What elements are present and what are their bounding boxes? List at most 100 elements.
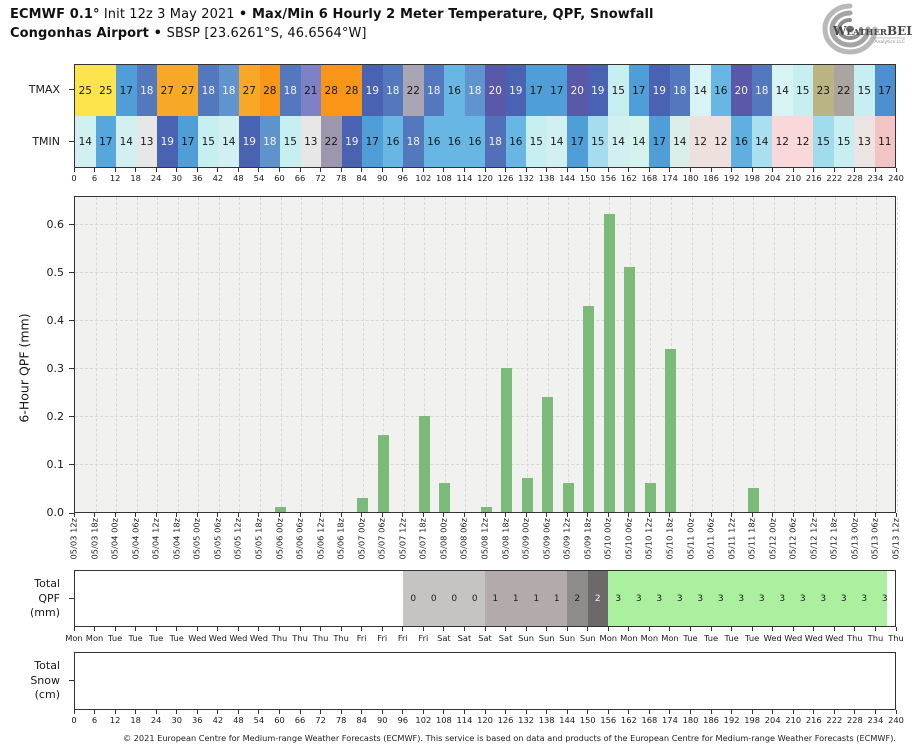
- tmin-cell: 13: [136, 116, 157, 167]
- total-qpf-cell: 3: [649, 571, 670, 626]
- total-qpf-tick: [94, 627, 96, 631]
- total-qpf-cell: [95, 571, 116, 626]
- day-label: Sun: [559, 633, 576, 643]
- total-qpf-cell: [280, 571, 301, 626]
- bottom-hour-label: 222: [826, 715, 843, 725]
- tmax-cell: 27: [239, 65, 260, 116]
- total-qpf-tick: [874, 627, 876, 631]
- tmin-cell: 12: [772, 116, 793, 167]
- temp-axis-tick: [710, 168, 712, 172]
- qpf-x-tick: [690, 513, 691, 517]
- total-qpf-cell: 1: [485, 571, 506, 626]
- qpf-bar: [501, 368, 513, 512]
- total-qpf-cell: 0: [403, 571, 424, 626]
- bottom-hour-label: 186: [703, 715, 719, 725]
- temp-axis-tick: [381, 168, 383, 172]
- tmax-cell: 15: [608, 65, 629, 116]
- total-qpf-tick: [669, 627, 671, 631]
- station-coords: SBSP [23.6261°S, 46.6564°W]: [166, 26, 367, 41]
- tmax-cell: 18: [382, 65, 403, 116]
- tmax-cell: 27: [157, 65, 178, 116]
- total-qpf-cell: [239, 571, 260, 626]
- tmax-cell: 28: [321, 65, 342, 116]
- qpf-x-tick: [731, 513, 733, 517]
- qpf-bar: [357, 498, 369, 512]
- temp-hour-label: 180: [682, 173, 699, 183]
- total-qpf-tick: [114, 627, 116, 631]
- total-qpf-tick: [237, 627, 239, 631]
- tmin-cell: 14: [669, 116, 690, 167]
- qpf-bar: [480, 507, 492, 512]
- bottom-hour-label: 84: [356, 715, 367, 725]
- total-qpf-cell: 3: [833, 571, 854, 626]
- day-label: Sat: [498, 633, 513, 643]
- qpf-x-tick: [320, 513, 322, 517]
- day-label: Tue: [745, 633, 760, 643]
- tmin-cell: 17: [95, 116, 116, 167]
- total-qpf-tick: [607, 627, 609, 631]
- h-gridline: [75, 463, 895, 465]
- v-gridline: [465, 197, 467, 512]
- day-label: Sat: [478, 633, 492, 643]
- tmax-cell: 18: [423, 65, 444, 116]
- day-label: Thu: [333, 633, 349, 643]
- total-qpf-tick: [587, 627, 589, 631]
- total-snow-tick: [690, 710, 691, 714]
- tmax-row: 25 25 17 18 27 27 18 18 27 28 18 21 28 28 19 18 22 18 16 18…: [75, 65, 895, 116]
- v-gridline: [157, 197, 159, 512]
- temp-hour-label: 228: [846, 173, 863, 183]
- bottom-hour-label: 120: [477, 715, 493, 725]
- v-gridline: [486, 197, 487, 512]
- total-qpf-cell: [116, 571, 137, 626]
- tmax-cell: 14: [772, 65, 793, 116]
- temp-axis-tick: [237, 168, 239, 172]
- bottom-hour-label: 192: [723, 715, 740, 725]
- total-qpf-cell: 0: [464, 571, 485, 626]
- total-qpf-tick: [73, 627, 75, 631]
- logo-analytics-text: Analytics LLC: [874, 39, 905, 45]
- tmin-cell: 19: [341, 116, 362, 167]
- temp-hour-label: 132: [518, 173, 535, 183]
- total-snow-tick: [114, 710, 116, 714]
- tmin-cell: 14: [218, 116, 239, 167]
- tmin-cell: 18: [403, 116, 424, 167]
- temp-hour-label: 126: [497, 173, 514, 183]
- qpf-x-tick: [258, 513, 260, 517]
- tmin-cell: 17: [177, 116, 198, 167]
- temp-hour-label: 18: [130, 173, 141, 183]
- tmin-cell: 14: [116, 116, 137, 167]
- temp-axis-tick: [751, 168, 753, 172]
- temp-hour-label: 48: [233, 173, 244, 183]
- total-snow-tick: [772, 710, 774, 714]
- total-snow-tick: [505, 710, 507, 714]
- tmax-cell: 18: [464, 65, 485, 116]
- temp-hour-label: 216: [805, 173, 822, 183]
- day-label: Tue: [128, 633, 143, 643]
- day-label: Fri: [377, 633, 388, 643]
- total-snow-tick: [751, 710, 753, 714]
- total-qpf-tick: [566, 627, 568, 631]
- v-gridline: [198, 197, 200, 512]
- tmin-cell: 15: [833, 116, 854, 167]
- v-gridline: [773, 197, 775, 512]
- tmax-cell: 20: [485, 65, 506, 116]
- temp-axis-tick: [566, 168, 568, 172]
- day-label: Wed: [249, 633, 268, 643]
- qpf-x-tick: [155, 513, 157, 517]
- tmin-cell: 15: [280, 116, 301, 167]
- y-tick-label: 0.1: [46, 457, 65, 471]
- v-gridline: [424, 197, 426, 512]
- total-qpf-cell: [157, 571, 178, 626]
- qpf-x-tick: [628, 513, 630, 517]
- tmin-cell: 16: [423, 116, 444, 167]
- y-axis-tick: [69, 320, 74, 322]
- v-gridline: [876, 197, 878, 512]
- bottom-hour-label: 90: [376, 715, 388, 725]
- tmax-cell: 27: [177, 65, 198, 116]
- qpf-x-tick: [484, 513, 486, 517]
- total-snow-tick: [525, 710, 527, 714]
- tmax-cell: 18: [198, 65, 219, 116]
- v-gridline: [547, 197, 549, 512]
- temp-axis-tick: [648, 168, 650, 172]
